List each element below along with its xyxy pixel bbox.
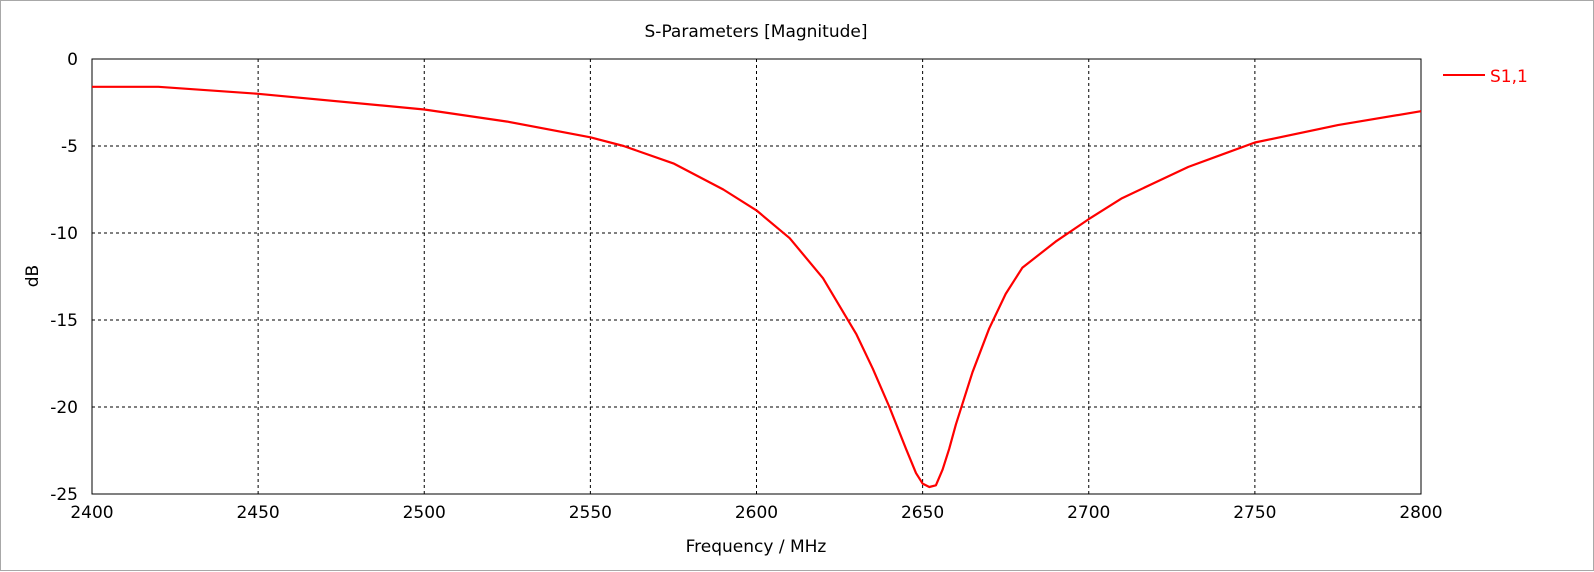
y-tick-label: -20 — [50, 398, 78, 418]
x-tick-label: 2600 — [735, 503, 778, 523]
y-axis-label: dB — [23, 265, 43, 287]
y-tick-label: -15 — [50, 311, 78, 331]
y-tick-label: -25 — [50, 485, 78, 505]
x-axis-label: Frequency / MHz — [686, 537, 827, 557]
x-tick-label: 2450 — [236, 503, 279, 523]
x-tick-label: 2750 — [1233, 503, 1276, 523]
y-tick-label: 0 — [67, 50, 78, 70]
legend-label-s11: S1,1 — [1490, 67, 1528, 87]
grid-lines — [92, 59, 1421, 494]
chart-title: S-Parameters [Magnitude] — [645, 22, 868, 42]
x-tick-label: 2650 — [901, 503, 944, 523]
series-line-s11 — [92, 85, 1422, 489]
axis-ticks: 2400 2450 2500 2550 2600 2650 2700 2750 2800 0 -5 -… — [50, 50, 1442, 523]
x-tick-label: 2500 — [403, 503, 446, 523]
legend[interactable]: S1,1 — [1443, 67, 1528, 87]
x-tick-label: 2400 — [70, 503, 113, 523]
y-tick-label: -10 — [50, 224, 78, 244]
series-layer — [92, 85, 1422, 489]
x-tick-label: 2700 — [1067, 503, 1110, 523]
x-tick-label: 2800 — [1399, 503, 1442, 523]
y-tick-label: -5 — [61, 137, 78, 157]
x-tick-label: 2550 — [569, 503, 612, 523]
